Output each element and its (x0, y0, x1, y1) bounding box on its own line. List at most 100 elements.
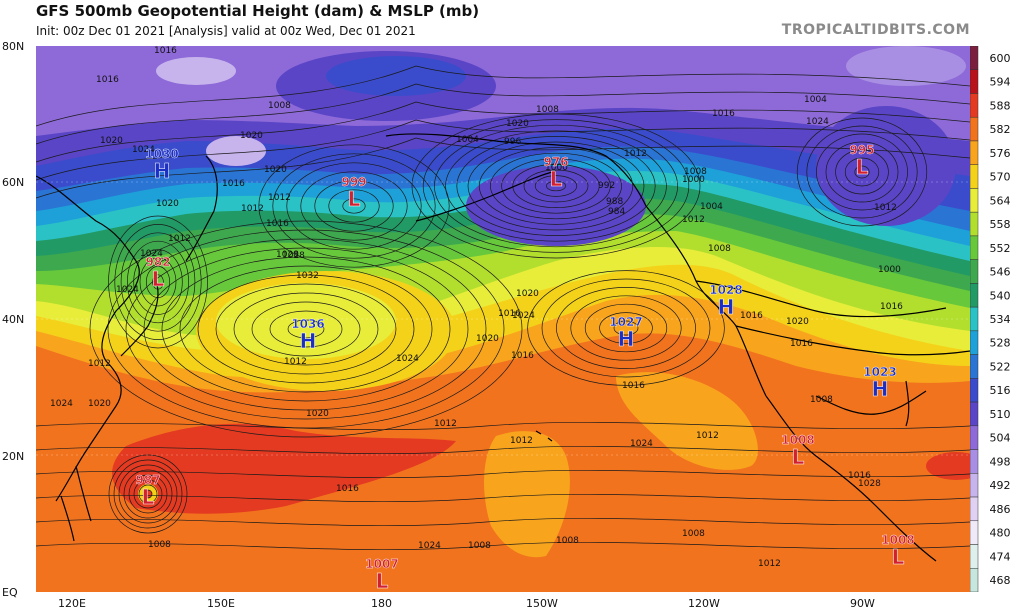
isobar-label: 1032 (296, 271, 319, 281)
chart-title: GFS 500mb Geopotential Height (dam) & MS… (36, 2, 480, 20)
colorbar-swatch-588 (970, 93, 979, 118)
isobar-label: 1024 (630, 439, 653, 449)
pressure-value: 1027 (609, 315, 642, 329)
lat-label-40n: 40N (2, 313, 25, 326)
isobar-label: 1016 (498, 309, 521, 319)
colorbar-label-468: 468 (990, 574, 1011, 587)
isobar-label: 1000 (682, 175, 705, 185)
coastline-kamchatka (185, 155, 218, 262)
pressure-value: 995 (849, 143, 874, 157)
isobar-labels: 1016 1016 1020 1024 1020 1008 1016 1020 1012 1016… (50, 46, 903, 569)
pressure-letter: L (856, 155, 869, 179)
trough-fill-pink2 (156, 57, 236, 85)
colorbar-swatch-504 (970, 425, 979, 450)
colorbar-label-564: 564 (990, 194, 1011, 207)
colorbar-label-600: 600 (990, 52, 1011, 65)
colorbar-label-474: 474 (990, 550, 1011, 563)
isobar-label: 1000 (545, 163, 568, 173)
isobar-label: 988 (606, 197, 623, 207)
colorbar-swatch-486 (970, 496, 979, 522)
colorbar-label-588: 588 (990, 99, 1011, 112)
colorbar-label-492: 492 (990, 479, 1011, 492)
isobar-label: 1020 (306, 409, 329, 419)
isobar-label: 1012 (268, 193, 291, 203)
coastline-aleutians (415, 170, 557, 222)
colorbar-swatch-474 (970, 544, 979, 569)
isobar-label: 1028 (858, 479, 881, 489)
pressure-letter: L (892, 545, 905, 569)
pressure-value: 1023 (863, 365, 896, 379)
colorbar-swatch-594 (970, 69, 979, 94)
lat-label-eq: EQ (2, 586, 18, 599)
isobar-label: 1020 (506, 119, 529, 129)
colorbar-label-594: 594 (990, 76, 1011, 89)
lon-label-180: 180 (371, 597, 392, 610)
pressure-value: 1008 (781, 433, 814, 447)
trough-fill-ne (846, 46, 966, 86)
isobar-label: 1000 (878, 265, 901, 275)
colorbar-swatch-564 (970, 188, 979, 213)
colorbar-swatch-510 (970, 401, 979, 427)
coastline-florida (905, 380, 910, 427)
colorbar-label-480: 480 (990, 527, 1011, 540)
isobar-label: 1020 (88, 399, 111, 409)
colorbar-label-570: 570 (990, 171, 1011, 184)
pressure-letter: L (792, 445, 805, 469)
colorbar-label-498: 498 (990, 455, 1011, 468)
isobar-label: 1028 (282, 251, 305, 261)
lat-label-80n: 80N (2, 40, 25, 53)
isobar-label: 1016 (96, 75, 119, 85)
colorbar-swatch-528 (970, 330, 979, 355)
pressure-letter: H (300, 329, 317, 353)
colorbar-label-546: 546 (990, 266, 1011, 279)
isobar-label: 1012 (696, 431, 719, 441)
lon-label-120e: 120E (58, 597, 86, 610)
isobar-label: 1008 (708, 244, 731, 254)
isobar-label: 1016 (848, 471, 871, 481)
coastline-gulf (815, 390, 927, 415)
isobar-label: 1024 (50, 399, 73, 409)
pressure-value: 999 (341, 175, 366, 189)
colorbar-swatch-552 (970, 235, 979, 260)
colorbar-swatch-492 (970, 473, 979, 498)
colorbar-label-552: 552 (990, 242, 1011, 255)
watermark: TROPICALTIDBITS.COM (781, 22, 970, 38)
coastline-philippines (60, 465, 92, 542)
pressure-value: 982 (145, 255, 170, 269)
isobar-label: 1012 (510, 436, 533, 446)
isobar-label: 1016 (790, 339, 813, 349)
isobar-label: 1016 (740, 311, 763, 321)
isobar-label: 1008 (682, 529, 705, 539)
colorbar-swatch-600 (970, 46, 979, 70)
isobar-label: 1004 (700, 202, 723, 212)
pressure-value: 1008 (881, 533, 914, 547)
lon-label-90w: 90W (850, 597, 875, 610)
colorbar-swatch-576 (970, 140, 979, 165)
colorbar-label-558: 558 (990, 218, 1011, 231)
colorbar-label-504: 504 (990, 432, 1011, 445)
isobar-label: 984 (608, 207, 625, 217)
trough-fill-510 (326, 56, 466, 96)
colorbar-label-582: 582 (990, 123, 1011, 136)
map-canvas: 1016 1016 1020 1024 1020 1008 1016 1020 1012 1016… (36, 46, 970, 592)
coastline-mexico (765, 395, 937, 562)
isobar-label: 1020 (264, 165, 287, 175)
colorbar-swatch-480 (970, 520, 979, 545)
isobar-label: 1008 (468, 541, 491, 551)
isobar-label: 1024 (396, 354, 419, 364)
coastline-japan (120, 280, 159, 357)
pressure-value: 976 (543, 155, 568, 169)
pressure-letter: H (618, 327, 635, 351)
lat-label-20n: 20N (2, 450, 25, 463)
pressure-letter: L (376, 569, 389, 592)
colorbar-label-534: 534 (990, 313, 1011, 326)
isobar-label: 1024 (116, 285, 139, 295)
colorbar-swatch-468 (970, 568, 979, 592)
